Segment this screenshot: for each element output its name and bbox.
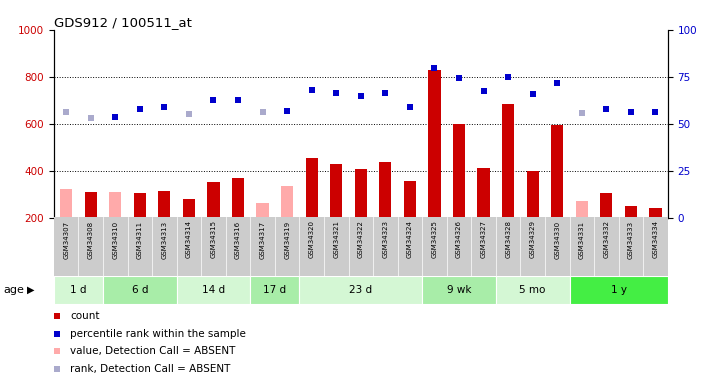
Text: GSM34308: GSM34308 [88, 220, 93, 258]
Bar [600, 193, 612, 217]
Text: GSM34330: GSM34330 [554, 220, 560, 258]
Text: 6 d: 6 d [131, 285, 148, 295]
Text: GSM34325: GSM34325 [432, 220, 437, 258]
Bar [429, 70, 441, 217]
Text: GSM34315: GSM34315 [210, 220, 216, 258]
Bar [477, 168, 490, 217]
Text: GSM34324: GSM34324 [407, 220, 413, 258]
Bar [453, 124, 465, 218]
Text: GSM34332: GSM34332 [603, 220, 610, 258]
Bar [299, 276, 422, 304]
Text: GSM34319: GSM34319 [284, 220, 290, 258]
Text: GSM34327: GSM34327 [480, 220, 487, 258]
Bar [379, 162, 391, 218]
Bar [208, 182, 220, 218]
Text: GSM34313: GSM34313 [162, 220, 167, 258]
Bar [502, 104, 514, 218]
Bar [60, 189, 73, 217]
Text: GSM34334: GSM34334 [653, 220, 658, 258]
Text: value, Detection Call = ABSENT: value, Detection Call = ABSENT [70, 346, 236, 356]
Text: GSM34307: GSM34307 [63, 220, 69, 258]
Bar [355, 170, 367, 217]
Bar [551, 125, 564, 217]
Bar [183, 199, 195, 217]
Text: 14 d: 14 d [202, 285, 225, 295]
Text: GSM34323: GSM34323 [383, 220, 388, 258]
Bar [232, 178, 244, 218]
Bar [306, 158, 318, 218]
Bar [526, 171, 538, 217]
Text: 17 d: 17 d [264, 285, 286, 295]
Text: 5 mo: 5 mo [520, 285, 546, 295]
Text: 1 d: 1 d [70, 285, 87, 295]
Text: GSM34316: GSM34316 [235, 220, 241, 258]
Text: GSM34314: GSM34314 [186, 220, 192, 258]
Text: GSM34311: GSM34311 [137, 220, 143, 258]
Text: 1 y: 1 y [610, 285, 627, 295]
Bar [177, 276, 251, 304]
Bar [330, 164, 342, 218]
Bar [256, 203, 269, 217]
Bar [281, 186, 293, 218]
Text: ▶: ▶ [27, 285, 34, 295]
Text: 9 wk: 9 wk [447, 285, 471, 295]
Text: GSM34317: GSM34317 [260, 220, 266, 258]
Text: GSM34310: GSM34310 [112, 220, 118, 258]
Bar [422, 276, 496, 304]
Text: percentile rank within the sample: percentile rank within the sample [70, 329, 246, 339]
Text: GDS912 / 100511_at: GDS912 / 100511_at [54, 16, 192, 29]
Text: age: age [4, 285, 24, 295]
Bar [404, 181, 416, 218]
Bar [158, 190, 170, 217]
Text: GSM34331: GSM34331 [579, 220, 584, 258]
Text: GSM34329: GSM34329 [530, 220, 536, 258]
Text: GSM34320: GSM34320 [309, 220, 314, 258]
Bar [625, 206, 637, 218]
Bar [569, 276, 668, 304]
Bar [576, 201, 588, 217]
Text: count: count [70, 311, 100, 321]
Text: GSM34328: GSM34328 [505, 220, 511, 258]
Bar [134, 193, 146, 217]
Bar [54, 276, 103, 304]
Bar [649, 208, 661, 218]
Text: rank, Detection Call = ABSENT: rank, Detection Call = ABSENT [70, 364, 230, 374]
Text: GSM34322: GSM34322 [358, 220, 364, 258]
Bar [251, 276, 299, 304]
Text: GSM34333: GSM34333 [628, 220, 634, 258]
Text: GSM34321: GSM34321 [333, 220, 339, 258]
Text: 23 d: 23 d [349, 285, 373, 295]
Bar [109, 192, 121, 217]
Bar [85, 192, 97, 217]
Bar [496, 276, 569, 304]
Text: GSM34326: GSM34326 [456, 220, 462, 258]
Bar [103, 276, 177, 304]
